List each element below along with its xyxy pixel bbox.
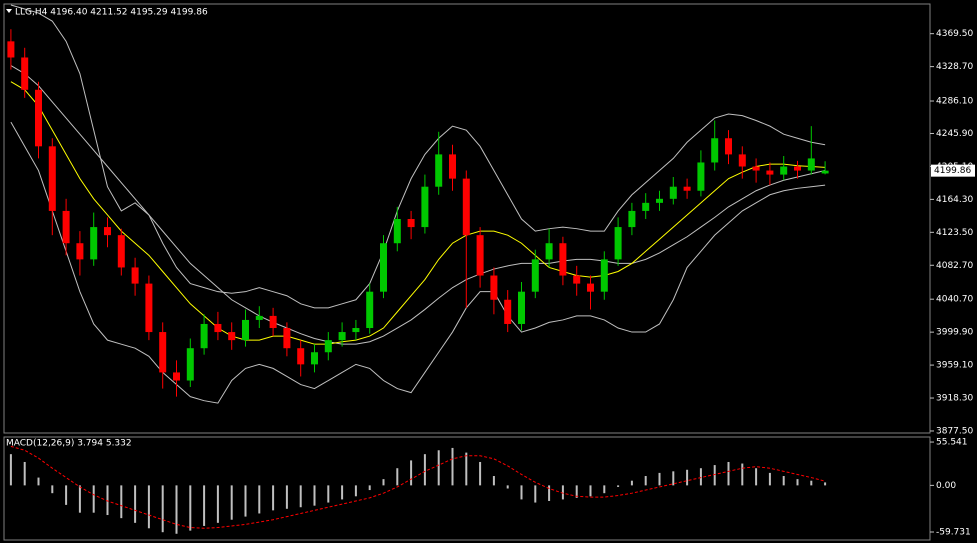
y-tick-label: 4245.90 xyxy=(936,129,973,139)
y-tick-label: -59.731 xyxy=(936,527,971,537)
y-tick-label: 4082.70 xyxy=(936,261,973,271)
candle-body xyxy=(186,348,194,381)
indicator-line xyxy=(10,65,826,345)
candle-body xyxy=(421,186,429,228)
candle-body xyxy=(794,166,801,171)
candle-body xyxy=(311,352,318,365)
y-tick-label: 4286.10 xyxy=(936,97,973,107)
price-box xyxy=(931,164,975,177)
y-tick-label: 3918.30 xyxy=(936,394,973,404)
candle-body xyxy=(559,243,567,276)
y-tick-label: 4328.70 xyxy=(936,62,973,72)
candle-body xyxy=(214,323,222,333)
candle-body xyxy=(104,227,111,236)
candle-body xyxy=(200,323,208,349)
candle-body xyxy=(297,348,305,365)
indicator-line xyxy=(10,121,826,404)
candle-body xyxy=(48,146,56,211)
candle-body xyxy=(697,162,705,191)
y-tick-label: 4369.50 xyxy=(936,29,973,39)
candle-body xyxy=(628,210,636,228)
candle-body xyxy=(380,243,387,292)
candle-body xyxy=(807,158,815,171)
indicator-line xyxy=(10,4,826,309)
candle-body xyxy=(711,138,719,163)
candle-body xyxy=(131,267,139,284)
candle-body xyxy=(518,291,525,324)
y-tick-label: 3877.50 xyxy=(936,426,973,436)
candle-body xyxy=(476,235,484,276)
y-tick-label: 3999.90 xyxy=(936,328,973,338)
candle-body xyxy=(435,154,443,187)
chart-title: LLG,H4 4196.40 4211.52 4195.29 4199.86 xyxy=(15,8,208,18)
macd-pane xyxy=(3,436,931,541)
candle-body xyxy=(228,332,236,341)
candle-body xyxy=(504,299,512,324)
candle-body xyxy=(725,138,732,155)
candle-body xyxy=(462,178,470,236)
candle-body xyxy=(573,275,581,284)
candle-body xyxy=(738,154,746,167)
candle-body xyxy=(283,328,291,349)
candle-body xyxy=(366,291,374,329)
candle-body xyxy=(766,170,774,175)
candle-body xyxy=(242,319,249,341)
candle-body xyxy=(269,315,277,329)
chart-title: MACD(12,26,9) 3.794 5.332 xyxy=(6,439,132,449)
candle-body xyxy=(7,41,15,58)
y-tick-label: 0.00 xyxy=(936,481,956,491)
candle-body xyxy=(35,89,42,147)
candle-body xyxy=(752,166,760,171)
candle-body xyxy=(407,219,415,228)
candle-body xyxy=(62,210,70,244)
candle-body xyxy=(393,219,401,244)
candle-body xyxy=(642,202,650,211)
main-pane xyxy=(3,3,931,434)
candle-body xyxy=(531,259,539,292)
candle-body xyxy=(21,57,29,90)
candle-body xyxy=(338,332,346,341)
y-tick-label: 55.541 xyxy=(936,438,968,448)
menu-arrow[interactable] xyxy=(6,9,12,13)
candle-body xyxy=(821,170,829,174)
y-tick-label: 4123.50 xyxy=(936,228,973,238)
candle-body xyxy=(780,166,788,175)
candle-body xyxy=(669,186,677,199)
candle-body xyxy=(587,283,594,292)
y-tick-label: 4040.70 xyxy=(936,295,973,305)
candle-body xyxy=(545,243,553,260)
candle-body xyxy=(600,259,608,292)
y-tick-label: 4164.30 xyxy=(936,195,973,205)
candle-body xyxy=(656,198,663,203)
candle-body xyxy=(159,332,167,373)
candle-body xyxy=(490,275,498,300)
candle-body xyxy=(145,283,153,333)
candle-body xyxy=(683,186,691,191)
price-label: 4199.86 xyxy=(934,166,971,176)
candle-body xyxy=(614,227,622,260)
y-tick-label: 3959.10 xyxy=(936,361,973,371)
signal-line xyxy=(10,445,826,529)
candle-body xyxy=(352,328,360,333)
candle-body xyxy=(117,235,125,268)
candle-body xyxy=(255,315,263,320)
candle-body xyxy=(324,340,332,353)
indicator-line xyxy=(10,81,826,345)
candle-body xyxy=(90,227,98,260)
candle-body xyxy=(173,372,180,381)
candle-body xyxy=(449,154,456,179)
candle-body xyxy=(76,243,84,260)
